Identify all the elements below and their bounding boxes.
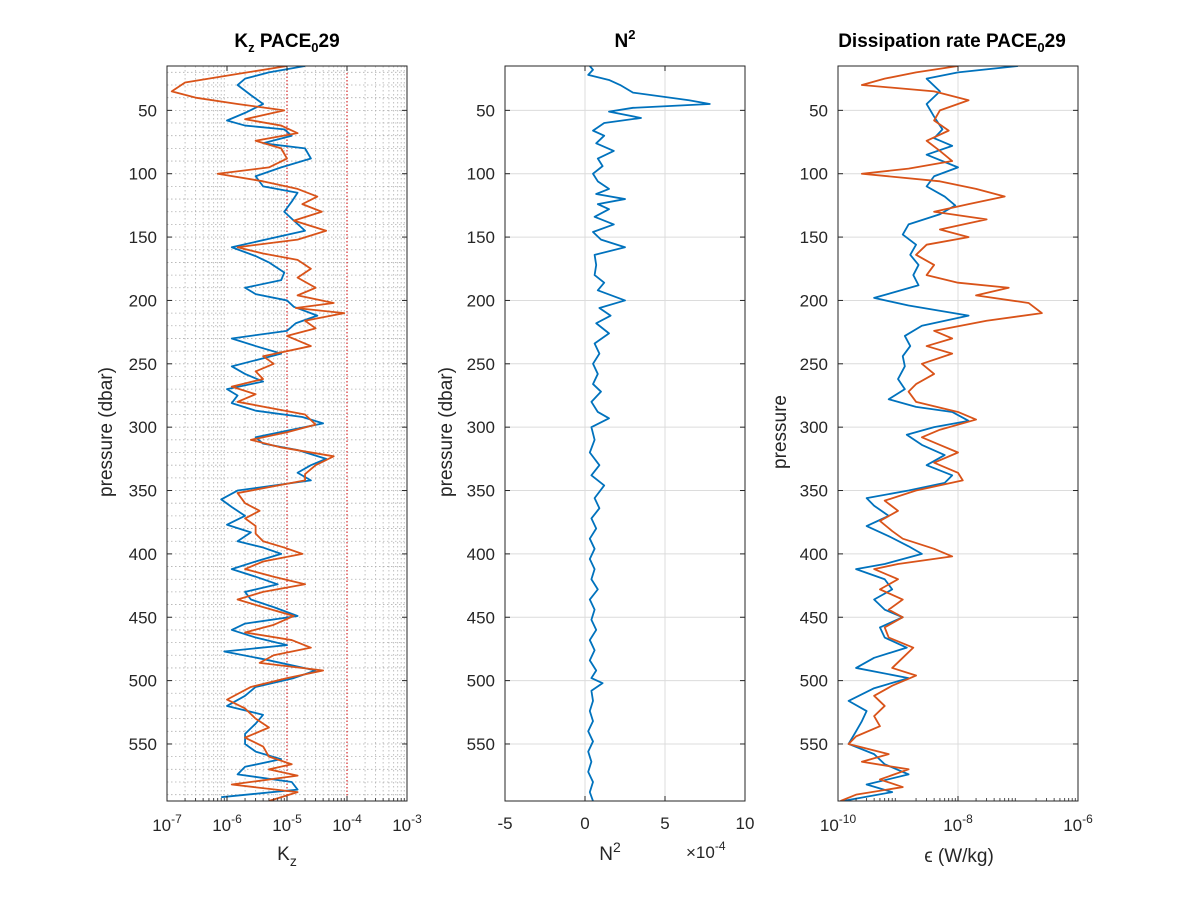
n2-series-line-0 — [587, 66, 711, 801]
dissipation-xtick-label: 10-6 — [1063, 812, 1093, 835]
dissipation-series-line-1 — [840, 66, 1043, 801]
dissipation-ytick-label: 50 — [809, 101, 828, 120]
kz-xtick-label: 10-4 — [332, 812, 362, 835]
kz-ytick-label: 300 — [129, 418, 157, 437]
kz-xtick-label: 10-7 — [152, 812, 182, 835]
dissipation-ytick-label: 450 — [800, 608, 828, 627]
n2-axes: 50 100 150 200 250 300 350 400 450 500 550 -5 0 5 10 — [467, 65, 755, 833]
n2-ytick-label: 250 — [467, 355, 495, 374]
kz-title: Kz PACE029 — [234, 31, 339, 55]
dissipation-series-line-0 — [842, 66, 1019, 801]
n2-ytick-label: 200 — [467, 291, 495, 310]
kz-ytick-label: 200 — [129, 291, 157, 310]
n2-ytick-label: 50 — [476, 101, 495, 120]
n2-ytick-label: 150 — [467, 228, 495, 247]
n2-xtick-label: -5 — [497, 814, 512, 833]
dissipation-ytick-label: 250 — [800, 355, 828, 374]
n2-title: N2 — [615, 27, 636, 52]
dissipation-xtick-label: 10-10 — [820, 812, 857, 835]
kz-ytick-label: 500 — [129, 672, 157, 691]
dissipation-ytick-label: 400 — [800, 545, 828, 564]
kz-xlabel: Kz — [277, 844, 297, 869]
n2-ylabel: pressure (dbar) — [436, 367, 457, 497]
kz-ytick-label: 400 — [129, 545, 157, 564]
kz-panel: Kz PACE029 Kz pressure (dbar) — [96, 31, 340, 869]
dissipation-ytick-label: 550 — [800, 735, 828, 754]
n2-xtick-label: 10 — [736, 814, 755, 833]
kz-ytick-label: 550 — [129, 735, 157, 754]
n2-axes-box — [504, 65, 746, 802]
n2-ytick-label: 300 — [467, 418, 495, 437]
kz-ytick-label: 350 — [129, 482, 157, 501]
kz-ytick-label: 150 — [129, 228, 157, 247]
n2-xscale-multiplier: ×10-4 — [686, 839, 726, 862]
dissipation-xtick-label: 10-8 — [943, 812, 973, 835]
dissipation-ytick-label: 200 — [800, 291, 828, 310]
dissipation-ytick-label: 100 — [800, 165, 828, 184]
kz-axes: 50 100 150 200 250 300 350 400 450 500 550 10-7 10-6… — [129, 65, 422, 835]
dissipation-ytick-label: 350 — [800, 482, 828, 501]
n2-ytick-label: 350 — [467, 482, 495, 501]
kz-ytick-label: 450 — [129, 608, 157, 627]
n2-xtick-label: 5 — [660, 814, 669, 833]
kz-ytick-label: 250 — [129, 355, 157, 374]
kz-xtick-label: 10-5 — [272, 812, 302, 835]
kz-ylabel: pressure (dbar) — [96, 367, 117, 497]
dissipation-xlabel: ϵ (W/kg) — [924, 846, 994, 867]
n2-ytick-label: 550 — [467, 735, 495, 754]
kz-xtick-label: 10-3 — [392, 812, 422, 835]
dissipation-panel: Dissipation rate PACE029 ϵ (W/kg) pressu… — [770, 31, 1066, 867]
kz-xtick-label: 10-6 — [212, 812, 242, 835]
dissipation-ylabel: pressure — [770, 395, 791, 469]
kz-series-line-1 — [170, 66, 346, 801]
kz-ytick-label: 50 — [138, 101, 157, 120]
n2-panel: N2 N2 ×10-4 pressure (dbar) — [436, 27, 726, 865]
dissipation-title: Dissipation rate PACE029 — [838, 31, 1066, 55]
dissipation-axes: 50 100 150 200 250 300 350 400 450 500 550 10-10 10-… — [800, 65, 1093, 835]
n2-plot-area — [505, 66, 745, 801]
dissipation-ytick-label: 500 — [800, 672, 828, 691]
n2-ytick-label: 500 — [467, 672, 495, 691]
kz-ytick-label: 100 — [129, 165, 157, 184]
dissipation-ytick-label: 150 — [800, 228, 828, 247]
n2-xtick-label: 0 — [580, 814, 589, 833]
n2-ytick-label: 100 — [467, 165, 495, 184]
n2-ytick-label: 400 — [467, 545, 495, 564]
dissipation-ytick-label: 300 — [800, 418, 828, 437]
n2-ytick-label: 450 — [467, 608, 495, 627]
n2-xlabel: N2 — [599, 839, 621, 865]
